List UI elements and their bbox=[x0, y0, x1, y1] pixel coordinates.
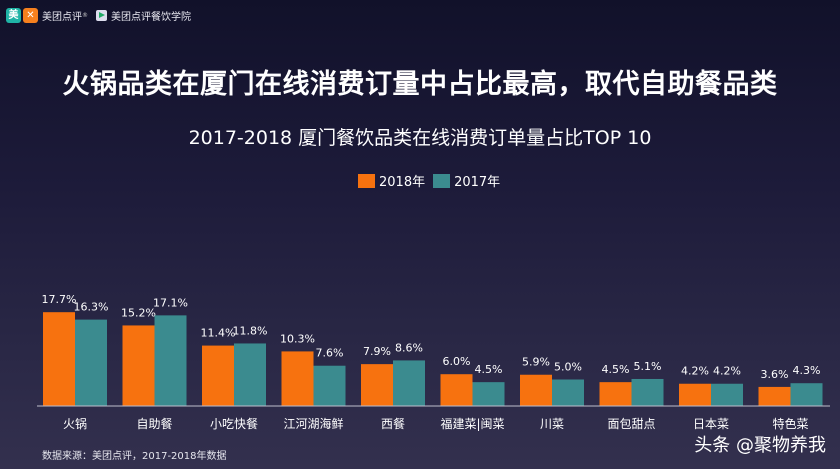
page-headline: 火锅品类在厦门在线消费订量中占比最高，取代自助餐品类 bbox=[62, 69, 778, 100]
chart-title: 2017-2018 厦门餐饮品类在线消费订单量占比TOP 10 bbox=[188, 127, 652, 149]
bar-2017 bbox=[154, 315, 187, 406]
bar-2017 bbox=[790, 383, 823, 406]
data-label: 10.3% bbox=[280, 332, 315, 345]
bar-2018 bbox=[520, 374, 552, 406]
bar-2017 bbox=[313, 365, 346, 406]
bar-2017 bbox=[393, 360, 425, 406]
legend-label-2017: 2017年 bbox=[454, 175, 501, 190]
category-label: 川菜 bbox=[540, 417, 564, 431]
bar-2017 bbox=[472, 382, 505, 406]
meituan-logo-icon: 美 bbox=[6, 7, 21, 23]
data-label: 7.9% bbox=[363, 345, 391, 358]
legend-label-2018: 2018年 bbox=[379, 175, 426, 190]
category-label: 自助餐 bbox=[136, 416, 172, 431]
data-label: 5.0% bbox=[554, 361, 582, 374]
category-label: 日本菜 bbox=[693, 417, 729, 431]
data-label: 8.6% bbox=[395, 341, 423, 354]
category-label: 特色菜 bbox=[772, 416, 808, 431]
bar-2017 bbox=[75, 319, 107, 406]
data-label: 17.7% bbox=[42, 293, 77, 306]
academy-play-icon bbox=[96, 9, 107, 21]
bar-2018 bbox=[43, 312, 75, 406]
data-source-note: 数据来源：美团点评，2017-2018年数据 bbox=[42, 451, 227, 462]
legend-item-2017: 2017年 bbox=[433, 171, 500, 190]
data-label: 5.9% bbox=[522, 356, 550, 369]
brand-name: 美团点评 bbox=[42, 11, 82, 23]
bar-2018 bbox=[281, 351, 314, 406]
bar-2018 bbox=[440, 374, 473, 406]
legend-swatch-2017 bbox=[433, 173, 451, 188]
data-label: 16.3% bbox=[74, 301, 109, 314]
bar-2018 bbox=[599, 382, 632, 406]
chart-legend: 2018年 2017年 bbox=[358, 171, 508, 190]
legend-item-2018: 2018年 bbox=[358, 171, 425, 190]
data-label: 17.1% bbox=[153, 296, 188, 309]
category-label: 福建菜|闽菜 bbox=[440, 416, 504, 431]
category-label: 面包甜点 bbox=[607, 417, 655, 431]
data-label: 7.6% bbox=[316, 347, 344, 360]
dianping-logo-icon: ✕ bbox=[23, 7, 38, 23]
watermark: 头条 @聚物养我 bbox=[694, 435, 826, 456]
category-label: 江河湖海鲜 bbox=[283, 416, 343, 431]
bar-2018 bbox=[122, 325, 155, 406]
bar-2018 bbox=[202, 345, 234, 406]
bar-2018 bbox=[758, 386, 791, 406]
data-label: 4.5% bbox=[602, 363, 630, 376]
partner-name: 美团点评餐饮学院 bbox=[111, 11, 191, 23]
bar-2017 bbox=[711, 383, 743, 406]
data-label: 3.6% bbox=[761, 368, 789, 381]
data-label: 4.5% bbox=[475, 363, 503, 376]
data-label: 15.2% bbox=[121, 306, 156, 319]
bar-2017 bbox=[631, 378, 664, 406]
data-label: 11.8% bbox=[233, 324, 268, 337]
trademark-mark: ® bbox=[82, 11, 88, 19]
data-label: 4.2% bbox=[713, 365, 741, 378]
bar-2017 bbox=[552, 379, 584, 406]
data-label: 4.3% bbox=[793, 364, 821, 377]
brand-bar: 美 ✕ 美团点评 ® 美团点评餐饮学院 bbox=[6, 6, 191, 24]
legend-swatch-2018 bbox=[358, 173, 375, 188]
bar-2018 bbox=[361, 364, 393, 406]
category-label: 小吃快餐 bbox=[210, 416, 258, 431]
data-label: 5.1% bbox=[634, 360, 662, 373]
data-label: 4.2% bbox=[681, 365, 709, 378]
data-label: 6.0% bbox=[443, 355, 471, 368]
bar-2018 bbox=[679, 383, 711, 406]
bar-2017 bbox=[234, 343, 266, 406]
category-label: 西餐 bbox=[381, 416, 405, 431]
category-label: 火锅 bbox=[63, 416, 87, 431]
data-label: 11.4% bbox=[201, 327, 236, 340]
